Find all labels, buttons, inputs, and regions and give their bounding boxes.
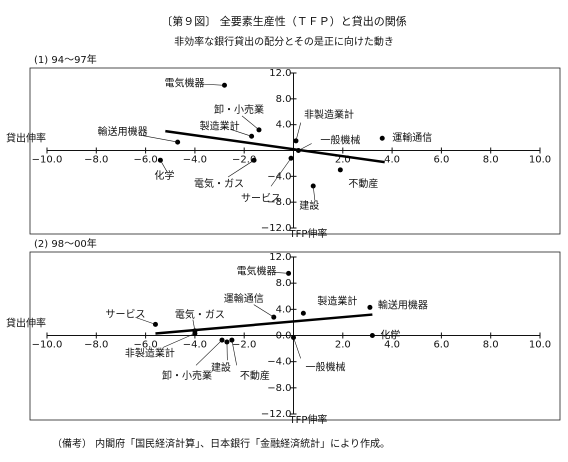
x-tick-label: 4.0: [384, 155, 400, 166]
y-axis-label: TFP伸率: [289, 413, 328, 426]
subtitle: 非効率な銀行貸出の配分とその是正に向けた動き: [174, 35, 394, 48]
point-label: サービス: [105, 308, 145, 320]
point-label: 電気機器: [164, 76, 204, 89]
x-tick-label: 8.0: [483, 340, 499, 351]
leader-line: [192, 319, 196, 331]
point: [337, 167, 343, 173]
y-tick-label: −12.0: [261, 223, 292, 234]
x-tick-label: −6.0: [133, 155, 157, 166]
leader-line: [270, 158, 292, 187]
x-tick-label: 10.0: [529, 155, 551, 166]
point-label: 不動産: [348, 177, 378, 190]
x-tick-label: 2.0: [335, 340, 351, 351]
leader-line: [267, 271, 289, 274]
x-tick-label: −2.0: [232, 340, 256, 351]
point-label: 卸・小売業: [214, 103, 264, 116]
point-label: 電気・ガス: [175, 308, 225, 321]
point-label: 非製造業計: [125, 347, 175, 360]
panel-title: (2) 98～00年: [34, 237, 97, 250]
leader-line: [139, 134, 178, 143]
x-tick-label: −10.0: [32, 155, 63, 166]
y-tick-label: 8.0: [276, 94, 292, 105]
leader-line: [160, 160, 168, 172]
point-label: 一般機械: [306, 360, 346, 373]
y-tick-label: 0.0: [276, 331, 292, 342]
point-label: 電気機器: [237, 264, 277, 277]
point-label: 製造業計: [317, 294, 357, 307]
leader-line: [253, 304, 274, 318]
panel-frame: [29, 67, 561, 235]
leader-line: [198, 83, 225, 86]
x-tick-label: 6.0: [433, 155, 449, 166]
x-tick-label: −4.0: [183, 340, 207, 351]
point: [379, 135, 385, 141]
x-axis-label: 貸出伸率: [6, 317, 46, 330]
x-tick-label: 10.0: [529, 340, 551, 351]
leader-line: [293, 337, 301, 359]
leader-line: [227, 159, 255, 178]
y-tick-label: −12.0: [261, 409, 292, 420]
y-tick-label: 8.0: [276, 278, 292, 289]
point-label: 運輸通信: [224, 292, 264, 305]
trend-line: [165, 129, 385, 164]
note: （備考） 内閣府「国民経済計算」、日本銀行「金融経済統計」により作成。: [52, 437, 390, 450]
y-tick-label: −4.0: [267, 171, 291, 182]
leader-line: [312, 185, 316, 201]
x-tick-label: 8.0: [483, 155, 499, 166]
x-tick-label: −10.0: [32, 340, 63, 351]
x-tick-label: 2.0: [335, 155, 351, 166]
point: [300, 310, 306, 316]
y-tick-label: −8.0: [267, 197, 291, 208]
point-label: 不動産: [240, 369, 270, 382]
point: [367, 304, 373, 310]
point-label: 製造業計: [200, 119, 240, 132]
y-axis-label: TFP伸率: [289, 227, 328, 240]
y-tick-label: 4.0: [276, 304, 292, 315]
y-tick-label: 4.0: [276, 120, 292, 131]
point-label: 卸・小売業: [162, 369, 212, 382]
point-label: 電気・ガス: [194, 177, 244, 190]
y-tick-label: −4.0: [267, 357, 291, 368]
x-tick-label: 4.0: [384, 340, 400, 351]
leader-line: [298, 143, 312, 151]
leader-line: [162, 333, 196, 348]
panel-title: (1) 94～97年: [34, 53, 97, 66]
leader-line: [230, 129, 252, 137]
y-tick-label: 12.0: [269, 252, 291, 263]
point-label: 化学: [380, 329, 400, 342]
leader-line: [195, 339, 223, 366]
point-label: 輸送用機器: [378, 298, 428, 311]
leader-line: [231, 340, 237, 366]
point-label: 化学: [154, 169, 174, 182]
leader-line: [295, 122, 302, 141]
point-label: 輸送用機器: [98, 125, 148, 138]
x-axis-label: 貸出伸率: [6, 132, 46, 145]
leader-line: [241, 115, 260, 131]
point-label: 運輸通信: [392, 131, 432, 144]
x-tick-label: −8.0: [84, 155, 108, 166]
trend-line: [155, 313, 373, 335]
x-tick-label: −4.0: [183, 155, 207, 166]
point-label: 建設: [211, 361, 231, 374]
panel-frame: [29, 251, 561, 421]
x-tick-label: −2.0: [232, 155, 256, 166]
point-label: 一般機械: [320, 134, 360, 147]
title: 〔第９図〕 全要素生産性（ＴＦＰ）と貸出の関係: [161, 14, 407, 28]
y-tick-label: 12.0: [269, 68, 291, 79]
y-tick-label: −8.0: [267, 383, 291, 394]
point-label: サービス: [241, 192, 281, 204]
x-tick-label: 6.0: [433, 340, 449, 351]
x-tick-label: −6.0: [133, 340, 157, 351]
point-label: 非製造業計: [304, 108, 354, 121]
x-tick-label: −8.0: [84, 340, 108, 351]
point: [369, 333, 375, 338]
point-label: 建設: [299, 199, 319, 212]
leader-line: [135, 317, 156, 325]
